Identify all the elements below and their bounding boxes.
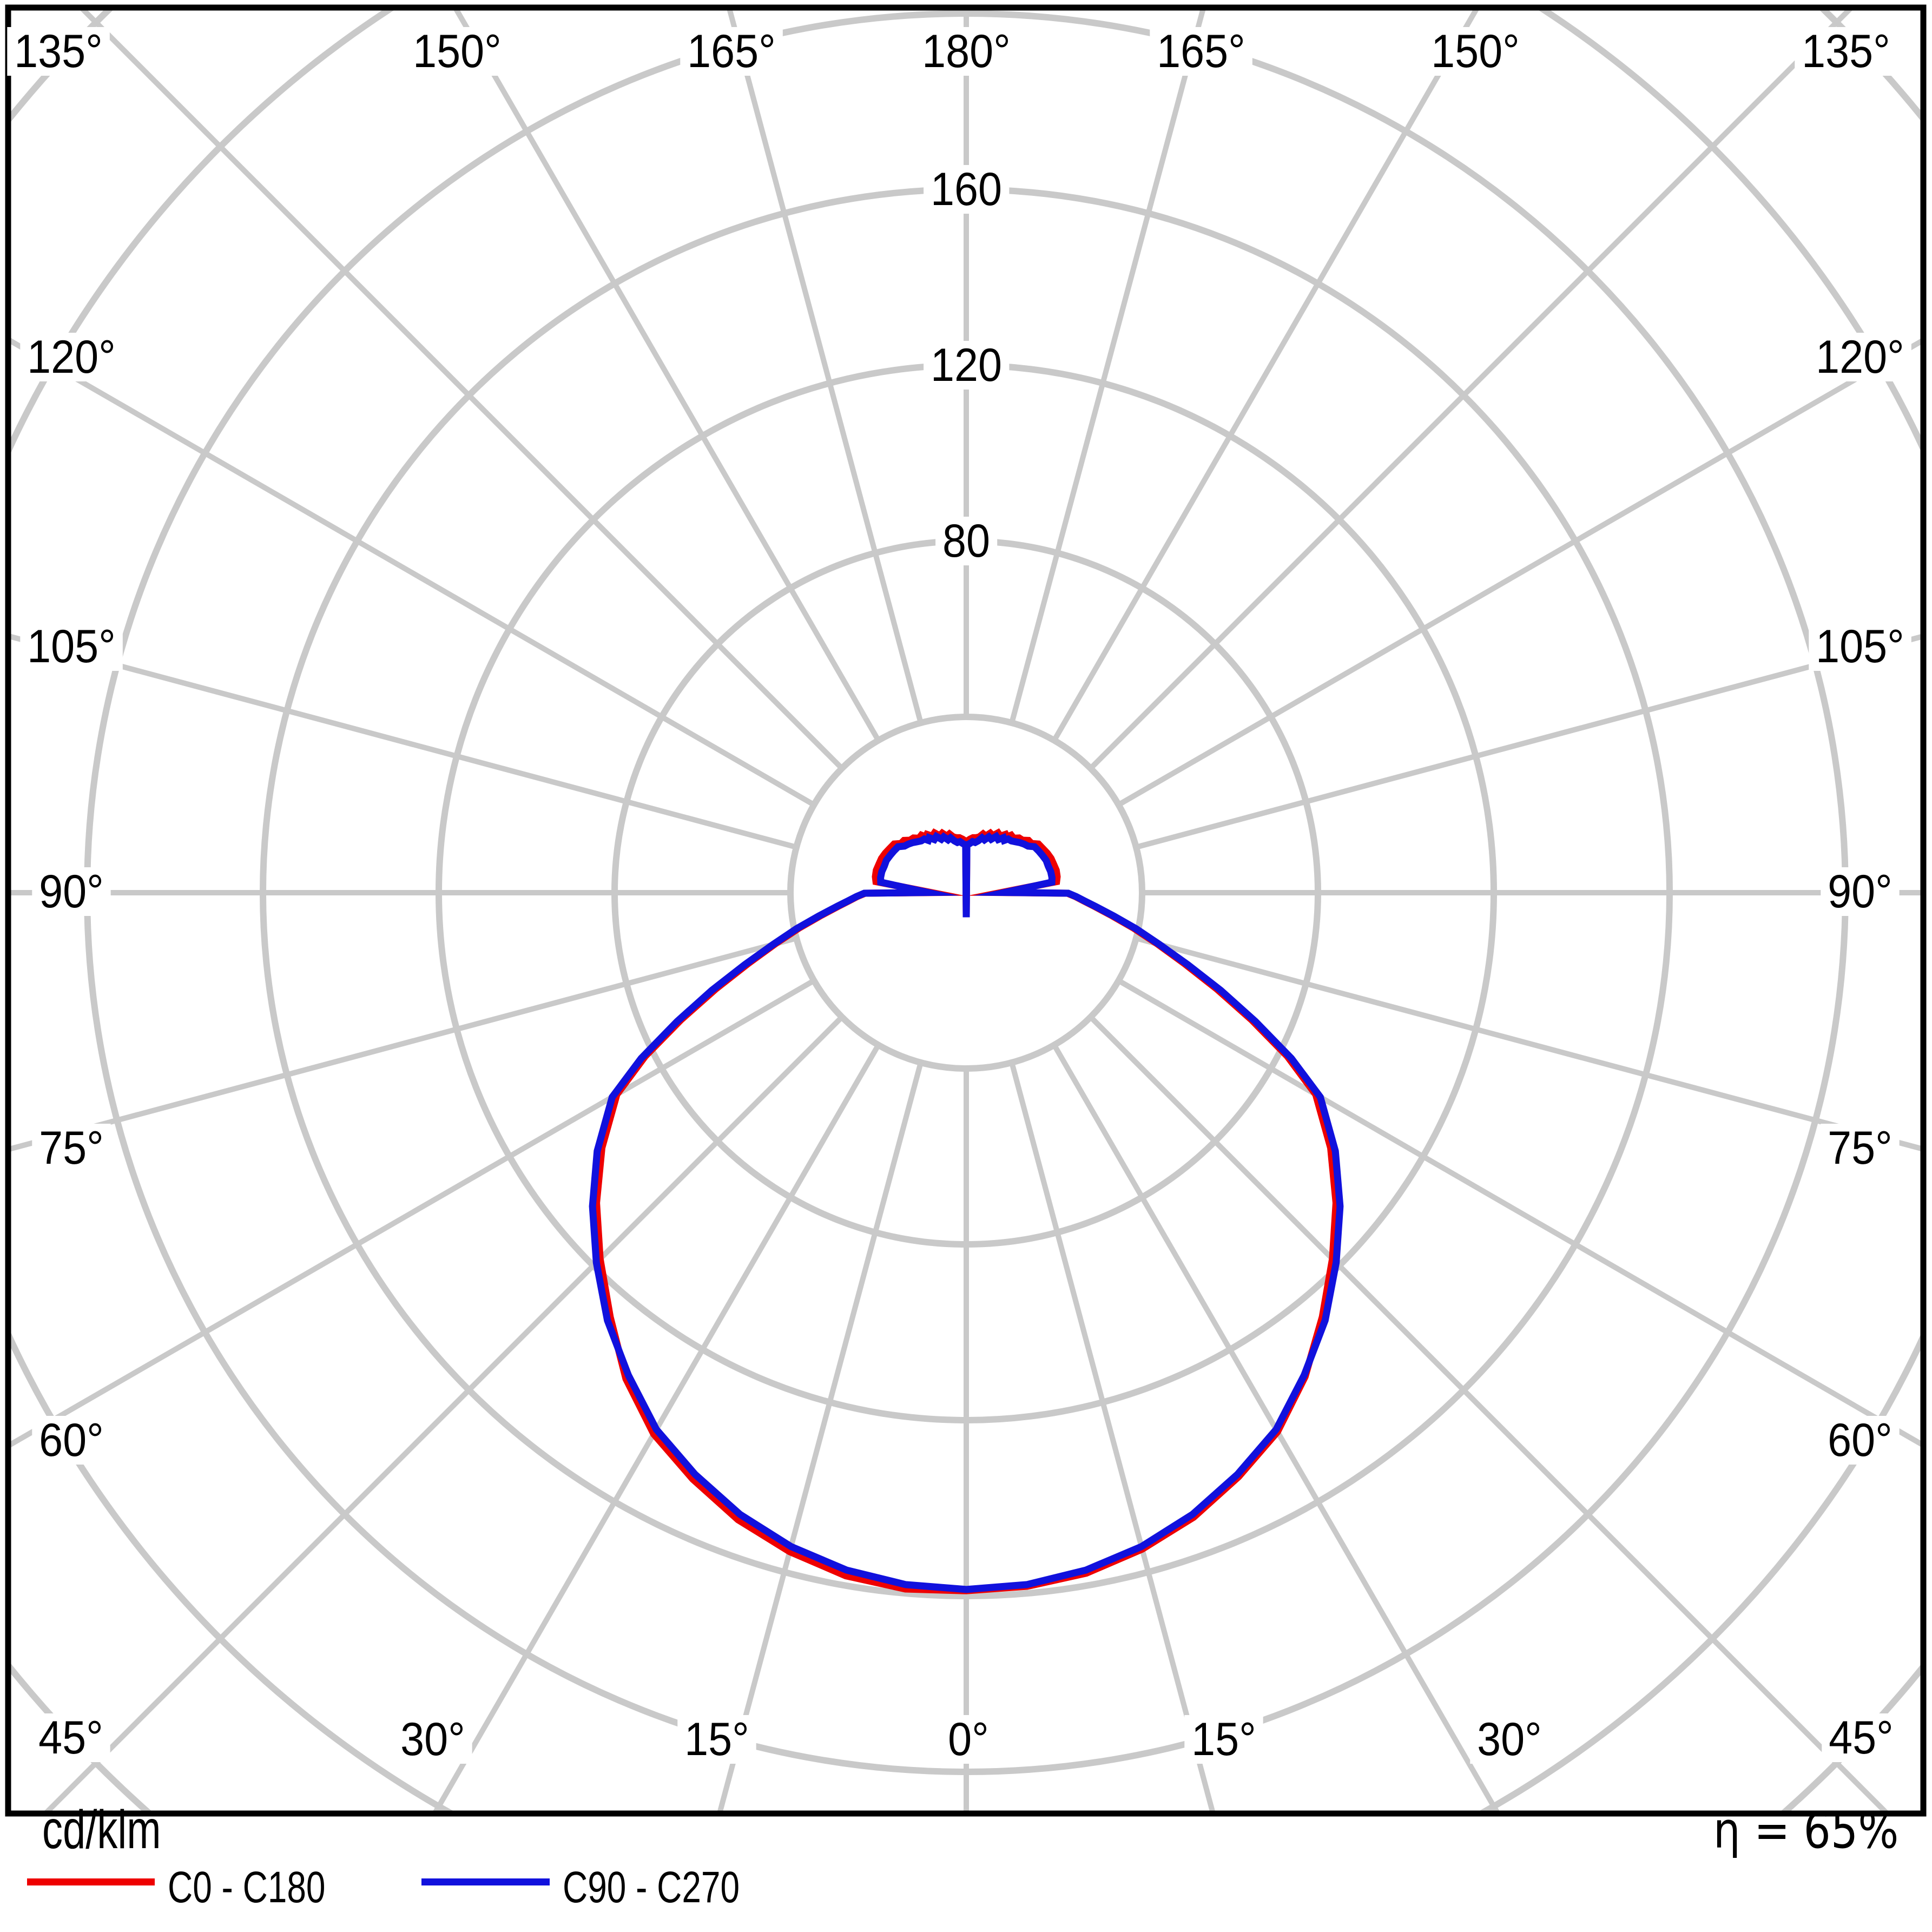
legend-line-c90-c270-icon [421, 1878, 550, 1885]
units-label: cd/klm [42, 1799, 161, 1860]
legend-label-c0-c180: C0 - C180 [168, 1863, 326, 1912]
curve-c90-c270 [589, 832, 1344, 1593]
legend-line-c0-c180-icon [27, 1878, 155, 1885]
legend-label-c90-c270: C90 - C270 [563, 1863, 740, 1912]
efficiency-label: η = 65% [1713, 1802, 1898, 1860]
